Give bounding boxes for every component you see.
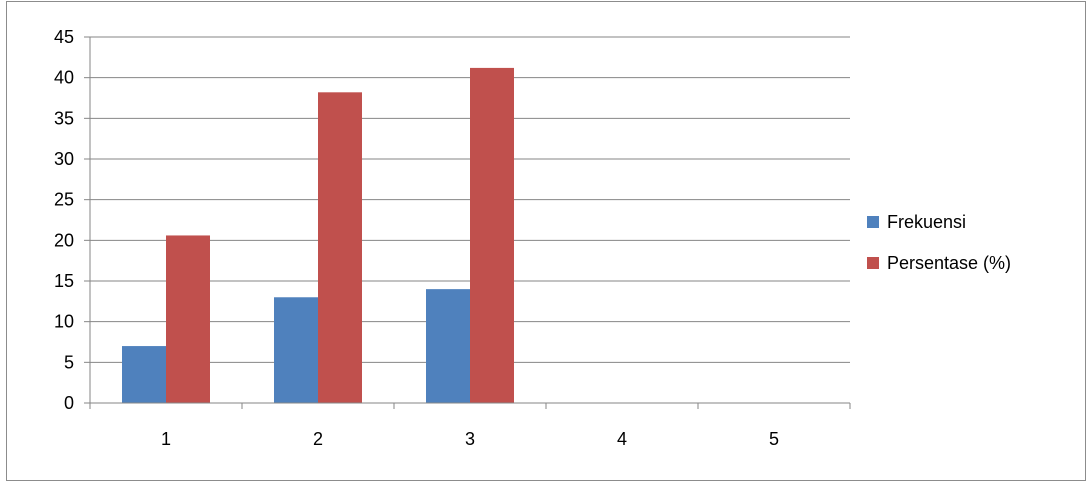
bar-frekuensi-2 [274, 297, 318, 403]
legend-swatch-1 [867, 216, 879, 228]
y-tick-label-25: 25 [54, 190, 74, 210]
x-tick-label-2: 2 [313, 429, 323, 449]
x-tick-label-1: 1 [161, 429, 171, 449]
y-tick-labels: 0 5 10 15 20 25 30 35 40 45 [54, 27, 74, 413]
bar-persentase-1 [166, 235, 210, 403]
legend: Frekuensi Persentase (%) [867, 212, 1011, 273]
y-tick-label-20: 20 [54, 230, 74, 250]
y-tick-label-15: 15 [54, 271, 74, 291]
axes [84, 36, 851, 409]
bar-persentase-2 [318, 92, 362, 403]
x-tick-label-4: 4 [617, 429, 627, 449]
x-tick-label-5: 5 [769, 429, 779, 449]
y-tick-label-40: 40 [54, 68, 74, 88]
y-tick-label-30: 30 [54, 149, 74, 169]
x-tick-labels: 1 2 3 4 5 [161, 429, 779, 449]
bar-persentase-3 [470, 67, 514, 403]
bar-frekuensi-1 [122, 346, 166, 403]
legend-swatch-2 [867, 257, 879, 269]
y-tick-label-45: 45 [54, 27, 74, 47]
y-tick-label-35: 35 [54, 108, 74, 128]
x-tick-label-3: 3 [465, 429, 475, 449]
legend-label-1: Frekuensi [887, 212, 966, 232]
y-tick-label-0: 0 [64, 393, 74, 413]
y-tick-label-5: 5 [64, 352, 74, 372]
y-tick-label-10: 10 [54, 312, 74, 332]
bar-frekuensi-3 [426, 289, 470, 403]
bars [122, 67, 514, 403]
legend-label-2: Persentase (%) [887, 253, 1011, 273]
